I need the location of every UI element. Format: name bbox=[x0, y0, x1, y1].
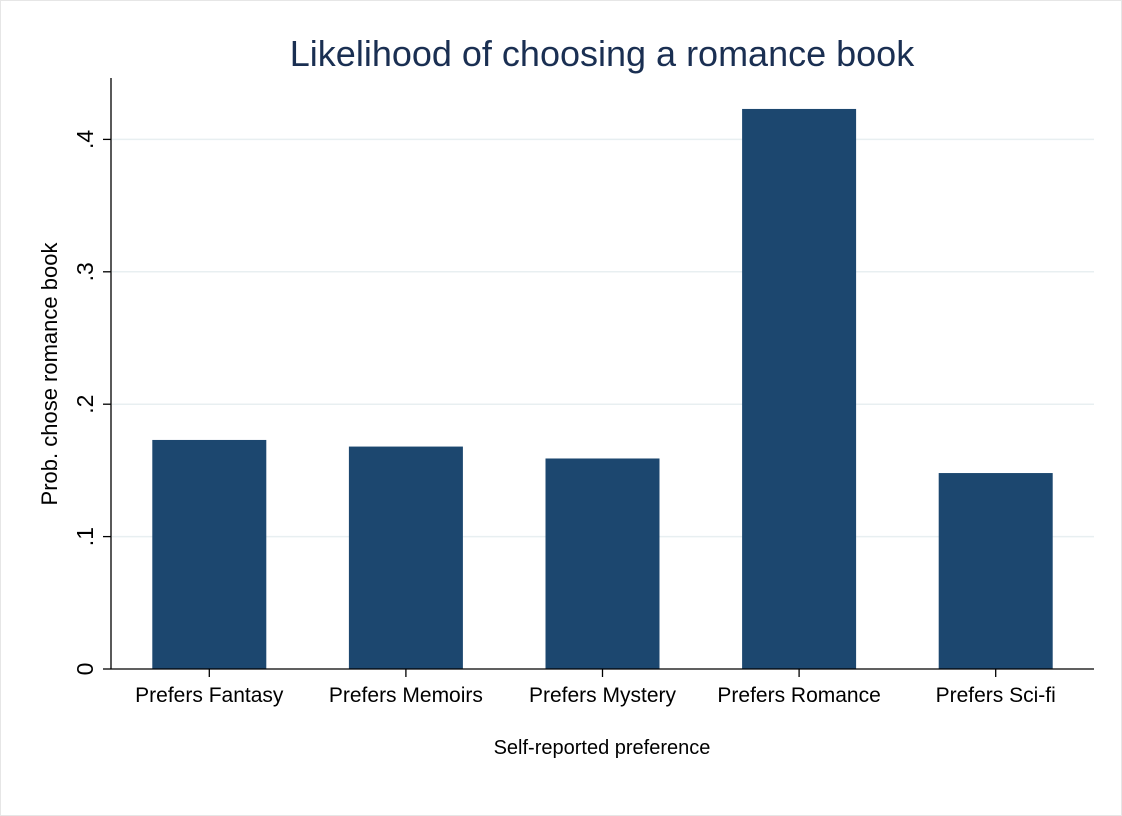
y-axis-ticks: 0 .1 .2 .3 .4 bbox=[72, 130, 111, 676]
y-tick-label: .1 bbox=[72, 527, 98, 546]
x-axis-title: Self-reported preference bbox=[494, 737, 711, 759]
bar bbox=[938, 473, 1053, 669]
bar bbox=[742, 108, 857, 669]
bar bbox=[348, 446, 463, 669]
x-tick-label: Prefers Romance bbox=[717, 684, 880, 707]
y-tick-label: 0 bbox=[72, 663, 98, 676]
y-tick-label: .2 bbox=[72, 395, 98, 414]
y-tick-label: .3 bbox=[72, 262, 98, 281]
x-tick-label: Prefers Mystery bbox=[529, 684, 677, 707]
x-axis-ticks: Prefers Fantasy Prefers Memoirs Prefers My… bbox=[135, 669, 1056, 707]
x-tick-label: Prefers Fantasy bbox=[135, 684, 284, 707]
x-tick-label: Prefers Memoirs bbox=[329, 684, 483, 707]
y-tick-label: .4 bbox=[72, 130, 98, 149]
bar bbox=[545, 458, 660, 669]
chart-title: Likelihood of choosing a romance book bbox=[290, 33, 915, 74]
y-axis-title: Prob. chose romance book bbox=[37, 242, 62, 506]
bars bbox=[152, 108, 1053, 669]
x-tick-label: Prefers Sci-fi bbox=[936, 684, 1056, 707]
bar bbox=[152, 439, 267, 669]
